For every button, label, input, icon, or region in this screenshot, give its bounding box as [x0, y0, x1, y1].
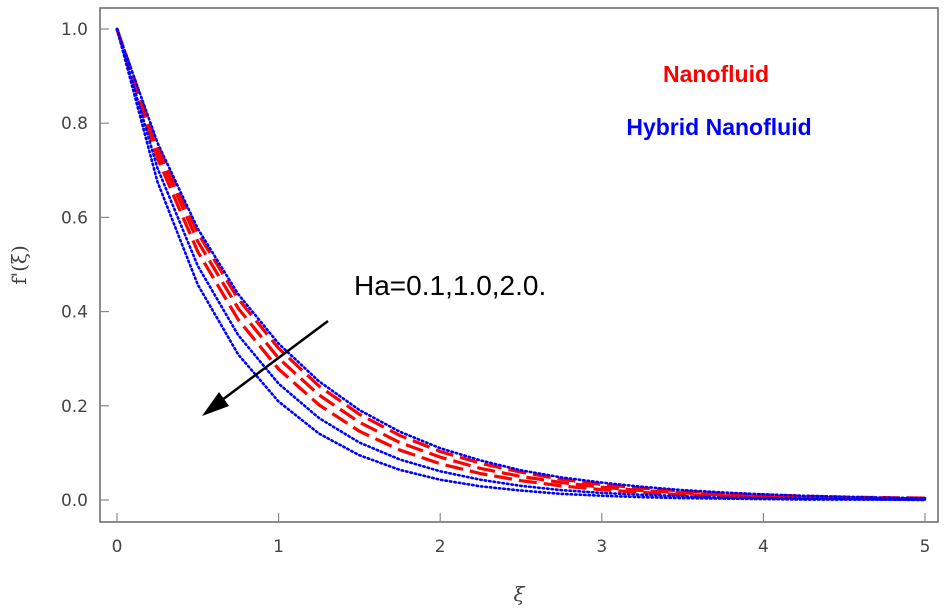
annotation-arrow-shaft [217, 319, 329, 405]
series-line-hybrid-nanofluid-ha-0-1 [115, 27, 927, 500]
y-axis-label: f'(ξ) [7, 245, 31, 285]
legend-entry-nanofluid: Nanofluid [663, 61, 769, 87]
x-tick-label: 3 [596, 537, 607, 557]
legend: Nanofluid Hybrid Nanofluid [626, 61, 811, 140]
annotation: Ha=0.1,1.0,2.0. [202, 270, 546, 416]
y-tick-label: 0.4 [61, 303, 88, 323]
series-line-nanofluid-ha-1 [115, 28, 925, 501]
annotation-ha-values: Ha=0.1,1.0,2.0. [354, 270, 546, 301]
legend-entry-hybrid-nanofluid: Hybrid Nanofluid [626, 114, 811, 140]
plot-border [99, 7, 939, 523]
annotation-arrow-head [202, 392, 229, 416]
y-tick-label: 0.6 [61, 208, 88, 228]
x-tick-label: 1 [273, 537, 284, 557]
y-tick-label: 0.8 [61, 114, 88, 134]
series-layer [115, 27, 927, 502]
series-line-nanofluid-ha-2 [115, 28, 925, 501]
y-tick-label: 1.0 [61, 20, 88, 40]
y-tick-label: 0.0 [61, 491, 88, 511]
x-tick-label: 4 [758, 537, 769, 557]
series-line-hybrid-nanofluid-ha-2 [115, 27, 927, 502]
x-tick-label: 2 [435, 537, 446, 557]
y-tick-label: 0.2 [61, 397, 88, 417]
x-tick-label: 5 [920, 537, 931, 557]
x-tick-label: 0 [112, 537, 123, 557]
ticks-layer: 0 1 2 3 4 5 0.0 0.2 0.4 0.6 0.8 1.0 [61, 20, 930, 557]
plot-frame [99, 7, 939, 523]
x-axis-label: ξ [513, 582, 525, 606]
